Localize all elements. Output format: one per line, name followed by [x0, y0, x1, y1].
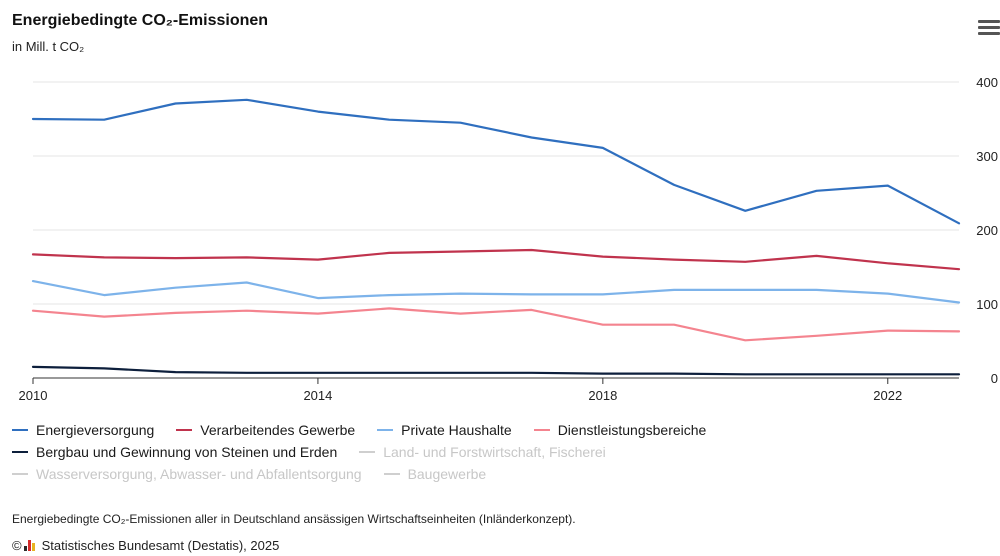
legend-label: Verarbeitendes Gewerbe — [200, 422, 356, 438]
legend-item-wasserversorgung[interactable]: Wasserversorgung, Abwasser- und Abfallen… — [12, 466, 362, 482]
x-tick-label: 2014 — [303, 388, 332, 403]
legend-swatch — [359, 451, 376, 453]
legend-label: Private Haushalte — [401, 422, 512, 438]
y-tick-label: 100 — [976, 297, 998, 312]
series-line — [31, 307, 961, 342]
legend-item-baugewerbe[interactable]: Baugewerbe — [383, 466, 487, 482]
y-tick-label: 400 — [976, 75, 998, 90]
legend-label: Land- und Forstwirtschaft, Fischerei — [383, 444, 606, 460]
legend-swatch — [12, 429, 28, 431]
chart-legend: Energieversorgung Verarbeitendes Gewerbe… — [12, 419, 832, 485]
chart-subtitle: in Mill. t CO₂ — [12, 39, 85, 54]
legend-item-dienstleistungsbereiche[interactable]: Dienstleistungsbereiche — [533, 422, 707, 438]
y-tick-label: 300 — [976, 149, 998, 164]
series-line — [31, 98, 961, 225]
copyright-symbol: © — [12, 538, 22, 553]
legend-item-energieversorgung[interactable]: Energieversorgung — [12, 422, 154, 438]
legend-item-verarbeitendes-gewerbe[interactable]: Verarbeitendes Gewerbe — [176, 422, 355, 438]
x-tick-label: 2018 — [588, 388, 617, 403]
chart-source: © Statistisches Bundesamt (Destatis), 20… — [12, 538, 279, 553]
legend-swatch — [12, 451, 28, 453]
legend-item-land-forstwirtschaft[interactable]: Land- und Forstwirtschaft, Fischerei — [359, 444, 606, 460]
destatis-logo-icon — [23, 540, 36, 551]
legend-label: Energieversorgung — [36, 422, 155, 438]
series-line — [31, 280, 961, 304]
x-tick-label: 2022 — [873, 388, 902, 403]
chart-menu-icon[interactable] — [978, 20, 1000, 38]
legend-label: Dienstleistungsbereiche — [557, 422, 707, 438]
x-tick-label: 2010 — [19, 388, 48, 403]
legend-item-bergbau[interactable]: Bergbau und Gewinnung von Steinen und Er… — [12, 444, 337, 460]
line-chart: 0 100 200 300 400 2010 2014 2018 2022 — [19, 75, 998, 403]
legend-swatch — [176, 429, 193, 431]
legend-label: Baugewerbe — [407, 466, 487, 482]
series-line — [31, 248, 961, 271]
legend-label: Wasserversorgung, Abwasser- und Abfallen… — [36, 466, 362, 482]
legend-label: Bergbau und Gewinnung von Steinen und Er… — [36, 444, 338, 460]
y-tick-label: 200 — [976, 223, 998, 238]
legend-item-private-haushalte[interactable]: Private Haushalte — [377, 422, 512, 438]
legend-swatch — [383, 473, 400, 475]
source-text: Statistisches Bundesamt (Destatis), 2025 — [41, 538, 280, 553]
legend-swatch — [533, 429, 550, 431]
chart-title: Energiebedingte CO₂-Emissionen — [12, 12, 269, 29]
legend-swatch — [12, 473, 28, 475]
chart-footnote: Energiebedingte CO₂-Emissionen aller in … — [12, 512, 576, 526]
legend-swatch — [377, 429, 394, 431]
y-tick-label: 0 — [991, 371, 998, 386]
series-line — [31, 365, 961, 376]
